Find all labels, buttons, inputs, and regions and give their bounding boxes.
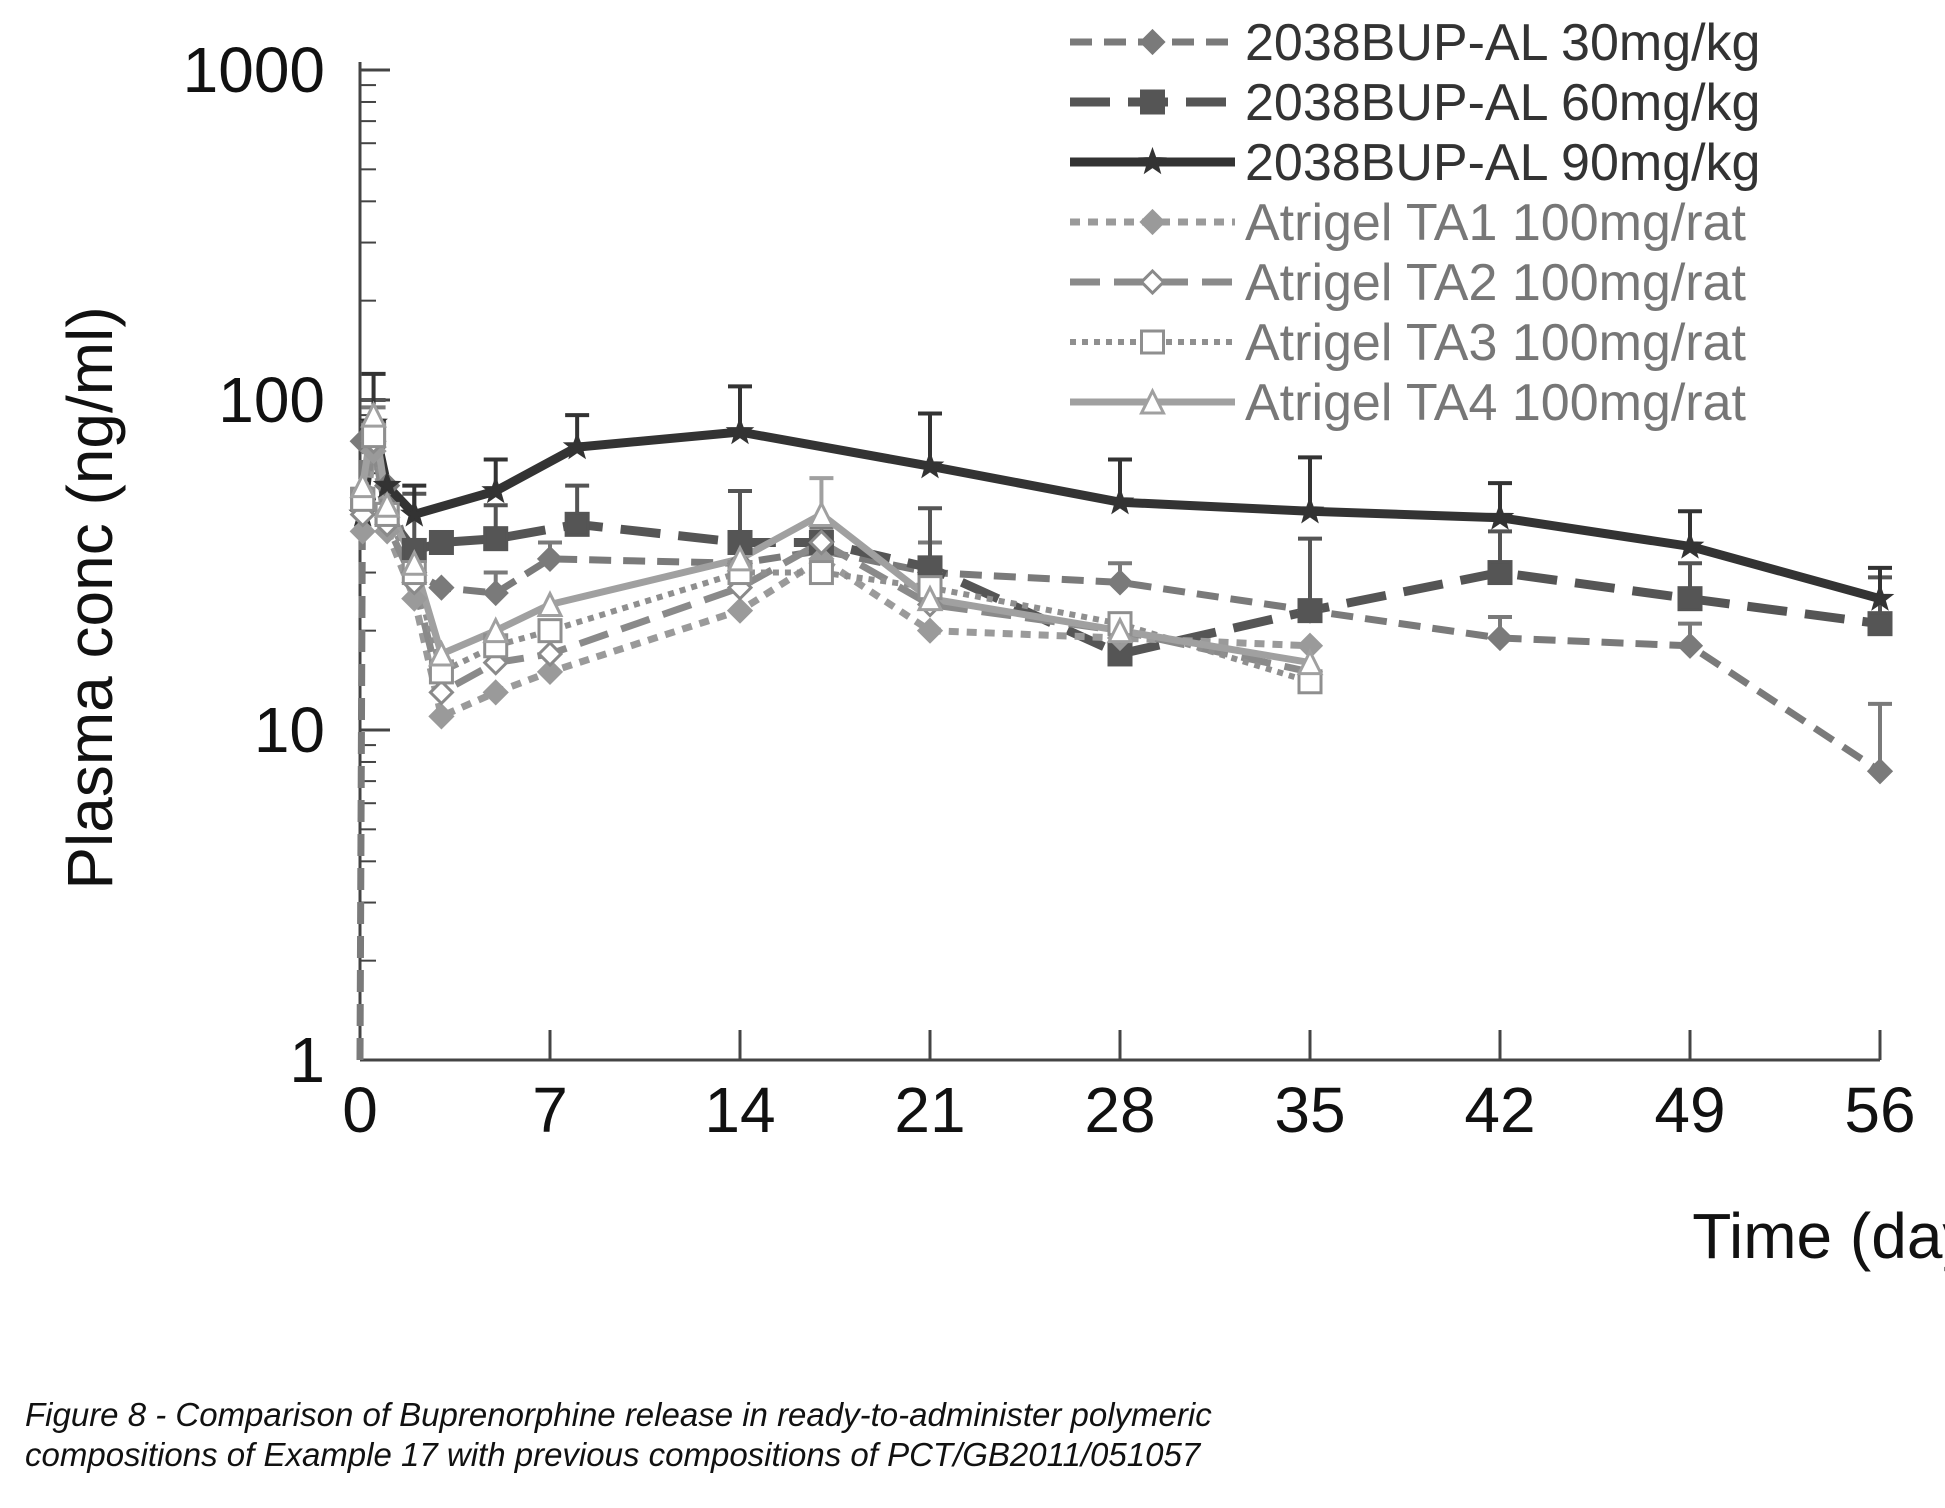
caption-line-1: Figure 8 - Comparison of Buprenorphine r… [25,1396,1212,1433]
caption-line-2: compositions of Example 17 with previous… [25,1436,1201,1473]
data-point-series-2 [1487,560,1513,586]
series-markers [348,400,1895,785]
data-point-series-4 [536,658,564,686]
x-tick-label: 49 [1654,1074,1725,1146]
data-point-series-7 [360,400,387,428]
legend-marker-4 [1139,208,1166,236]
data-point-series-7 [482,616,510,644]
data-point-series-7 [428,639,455,667]
legend-marker-5 [1139,268,1166,296]
legend-label-6: Atrigel TA3 100mg/rat [1245,314,1747,372]
data-point-series-1 [1866,758,1894,785]
data-point-series-3 [562,432,592,460]
legend-marker-3 [1138,146,1167,175]
data-point-series-1 [1486,624,1514,652]
data-point-series-4 [482,679,509,706]
x-tick-label: 7 [532,1074,568,1146]
data-point-series-1 [482,579,509,607]
data-point-series-7 [349,471,377,499]
y-axis-title: Plasma conc (ng/ml) [54,306,126,889]
legend-marker-7 [1139,387,1166,415]
data-point-series-2 [564,511,590,537]
x-tick-label: 56 [1844,1074,1915,1146]
figure-caption: Figure 8 - Comparison of Buprenorphine r… [25,1395,1905,1475]
data-point-series-1 [1676,632,1704,659]
data-point-series-4 [401,585,428,612]
x-tick-label: 0 [342,1074,378,1146]
legend-label-1: 2038BUP-AL 30mg/kg [1245,14,1760,72]
data-point-series-3 [1485,502,1515,530]
legend-label-7: Atrigel TA4 100mg/rat [1245,374,1747,432]
x-axis-title: Time (days) [1692,1200,1945,1272]
chart-axes [358,62,1882,1062]
x-tick-label: 14 [704,1074,775,1146]
data-point-series-4 [726,597,754,624]
data-point-series-2 [1677,586,1703,612]
tick-labels: 1 10 100 1000 0 7 14 21 28 35 42 49 56 [183,34,1916,1146]
data-point-series-4 [349,518,376,545]
data-point-series-7 [726,544,754,572]
y-tick-label: 1 [289,1024,325,1096]
legend-label-5: Atrigel TA2 100mg/rat [1245,254,1747,312]
y-tick-label: 100 [218,364,325,436]
data-point-series-4 [916,617,944,644]
data-point-series-2 [483,526,509,552]
data-point-series-1 [1106,569,1134,596]
data-point-series-7 [916,584,944,612]
data-point-series-3 [915,451,945,479]
x-tick-label: 42 [1464,1074,1535,1146]
data-point-series-3 [1295,496,1325,524]
data-point-series-7 [373,490,401,518]
data-point-series-3 [481,475,511,504]
y-tick-label: 10 [254,694,325,766]
error-bars [361,371,1892,772]
data-point-series-3 [400,499,429,527]
data-point-series-7 [1106,616,1134,644]
data-point-series-2 [428,529,454,555]
data-point-series-7 [808,500,835,527]
x-tick-label: 28 [1084,1074,1155,1146]
data-point-series-7 [400,548,428,576]
x-tick-label: 35 [1274,1074,1345,1146]
data-point-series-3 [372,470,402,498]
legend-marker-6 [1140,329,1165,355]
data-point-series-2 [1297,598,1323,624]
legend-marker-2 [1140,89,1165,115]
legend-label-3: 2038BUP-AL 90mg/kg [1245,134,1760,192]
data-point-series-5 [536,640,564,668]
data-point-series-3 [725,416,755,445]
data-point-series-1 [428,574,455,601]
series-line-6 [359,432,1311,685]
data-point-series-2 [1867,611,1893,637]
legend-marker-1 [1139,28,1166,56]
data-point-series-3 [1105,487,1135,515]
data-point-series-5 [428,679,455,706]
data-point-series-5 [808,529,835,556]
data-point-series-6 [537,618,563,644]
x-tick-label: 21 [894,1074,965,1146]
data-point-series-7 [1296,648,1324,676]
legend-label-4: Atrigel TA1 100mg/rat [1245,194,1747,252]
data-point-series-4 [428,703,455,730]
data-point-series-3 [1675,531,1705,559]
data-point-series-6 [808,560,834,586]
data-point-series-6 [361,423,387,449]
data-point-series-1 [536,545,564,573]
data-point-series-7 [536,590,564,618]
legend-label-2: 2038BUP-AL 60mg/kg [1245,74,1760,132]
data-point-series-3 [1865,583,1895,611]
y-tick-label: 1000 [183,34,325,106]
